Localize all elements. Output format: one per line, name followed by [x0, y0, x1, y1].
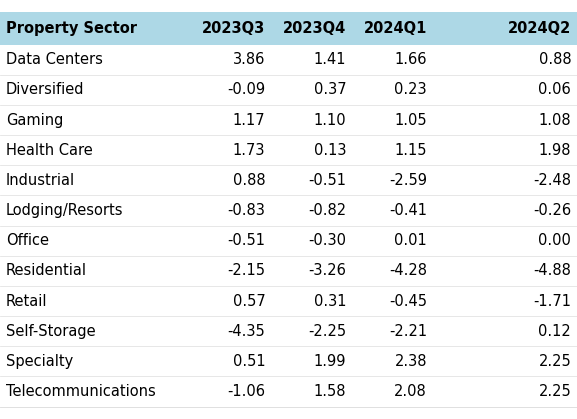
Bar: [0, 195, 577, 225]
Text: 0.31: 0.31: [314, 294, 346, 308]
Text: 2.25: 2.25: [538, 384, 571, 399]
Text: 2024Q2: 2024Q2: [508, 21, 571, 36]
Bar: [0, 105, 577, 135]
Text: 2.08: 2.08: [394, 384, 427, 399]
Bar: [0, 376, 577, 406]
Text: -1.06: -1.06: [227, 384, 265, 399]
Bar: [0, 225, 577, 256]
Bar: [0, 135, 577, 165]
Bar: [0, 13, 577, 45]
Text: 2023Q4: 2023Q4: [283, 21, 346, 36]
Bar: [0, 346, 577, 376]
Bar: [0, 286, 577, 316]
Text: -2.25: -2.25: [308, 324, 346, 339]
Text: Gaming: Gaming: [6, 113, 63, 127]
Text: 0.88: 0.88: [538, 52, 571, 67]
Bar: [0, 44, 577, 75]
Text: -0.51: -0.51: [308, 173, 346, 188]
Text: -0.30: -0.30: [308, 233, 346, 248]
Text: 0.37: 0.37: [313, 83, 346, 97]
Text: -0.41: -0.41: [389, 203, 427, 218]
Text: Residential: Residential: [6, 264, 87, 278]
Text: 1.98: 1.98: [539, 143, 571, 158]
Text: Telecommunications: Telecommunications: [6, 384, 156, 399]
Text: -2.48: -2.48: [533, 173, 571, 188]
Text: 1.73: 1.73: [233, 143, 265, 158]
Text: 1.58: 1.58: [314, 384, 346, 399]
Text: -4.35: -4.35: [228, 324, 265, 339]
Text: 0.51: 0.51: [233, 354, 265, 369]
Text: Diversified: Diversified: [6, 83, 84, 97]
Text: -0.45: -0.45: [389, 294, 427, 308]
Text: Specialty: Specialty: [6, 354, 73, 369]
Text: Data Centers: Data Centers: [6, 52, 103, 67]
Text: -3.26: -3.26: [308, 264, 346, 278]
Text: 1.41: 1.41: [314, 52, 346, 67]
Text: -0.83: -0.83: [227, 203, 265, 218]
Text: 2.25: 2.25: [538, 354, 571, 369]
Text: 0.12: 0.12: [538, 324, 571, 339]
Text: -4.28: -4.28: [389, 264, 427, 278]
Text: 1.17: 1.17: [233, 113, 265, 127]
Text: 1.99: 1.99: [314, 354, 346, 369]
Text: Lodging/Resorts: Lodging/Resorts: [6, 203, 123, 218]
Text: 2.38: 2.38: [395, 354, 427, 369]
Text: -0.26: -0.26: [533, 203, 571, 218]
Bar: [0, 166, 577, 195]
Text: 0.13: 0.13: [314, 143, 346, 158]
Text: -1.71: -1.71: [533, 294, 571, 308]
Text: 0.00: 0.00: [538, 233, 571, 248]
Text: 1.08: 1.08: [538, 113, 571, 127]
Text: Health Care: Health Care: [6, 143, 92, 158]
Bar: [0, 256, 577, 286]
Text: 0.23: 0.23: [394, 83, 427, 97]
Text: 0.01: 0.01: [394, 233, 427, 248]
Text: Retail: Retail: [6, 294, 47, 308]
Text: 1.66: 1.66: [395, 52, 427, 67]
Text: 3.86: 3.86: [233, 52, 265, 67]
Text: -0.51: -0.51: [227, 233, 265, 248]
Text: 1.10: 1.10: [313, 113, 346, 127]
Text: 0.06: 0.06: [538, 83, 571, 97]
Text: -0.82: -0.82: [308, 203, 346, 218]
Text: 0.88: 0.88: [233, 173, 265, 188]
Text: 2023Q3: 2023Q3: [202, 21, 265, 36]
Text: Property Sector: Property Sector: [6, 21, 137, 36]
Text: -0.09: -0.09: [227, 83, 265, 97]
Text: 0.57: 0.57: [233, 294, 265, 308]
Text: Office: Office: [6, 233, 49, 248]
Text: -2.59: -2.59: [389, 173, 427, 188]
Text: -2.21: -2.21: [389, 324, 427, 339]
Bar: [0, 75, 577, 105]
Text: -4.88: -4.88: [533, 264, 571, 278]
Text: -2.15: -2.15: [227, 264, 265, 278]
Text: 2024Q1: 2024Q1: [364, 21, 427, 36]
Text: Industrial: Industrial: [6, 173, 75, 188]
Bar: [0, 316, 577, 346]
Text: 1.15: 1.15: [395, 143, 427, 158]
Text: Self-Storage: Self-Storage: [6, 324, 95, 339]
Text: 1.05: 1.05: [394, 113, 427, 127]
